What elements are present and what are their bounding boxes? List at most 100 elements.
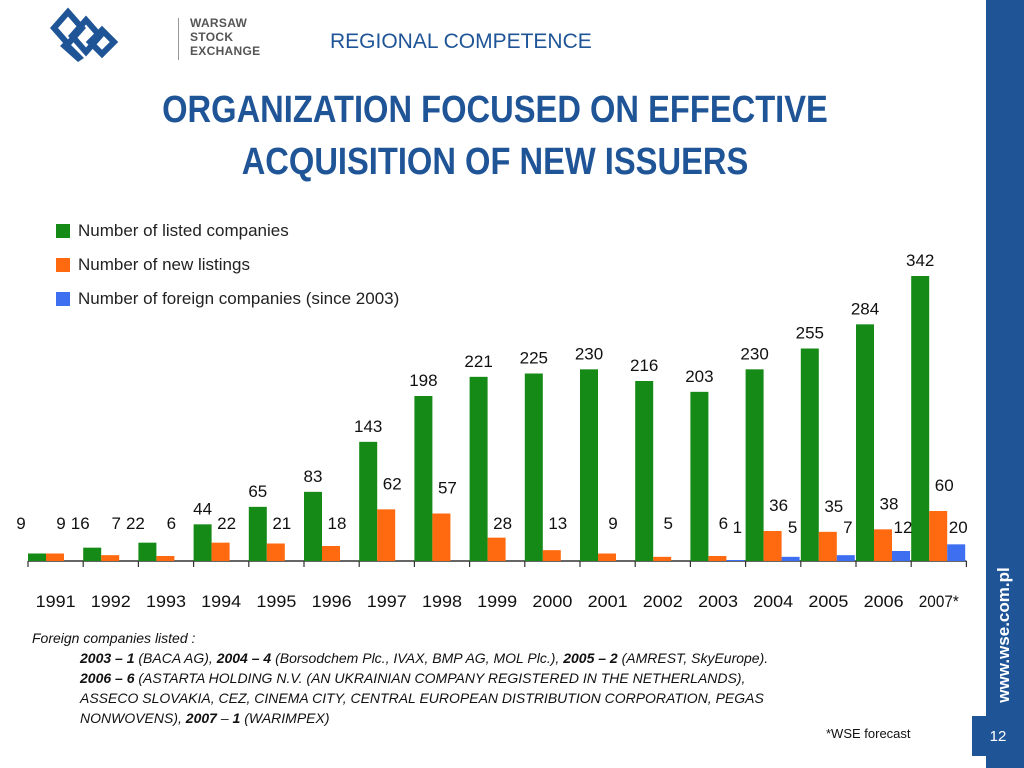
data-label-new: 9 — [56, 514, 65, 533]
legend-item: Number of new listings — [56, 248, 399, 282]
bar-new — [46, 553, 64, 561]
bar-listed — [690, 391, 709, 561]
bar-new — [487, 537, 506, 561]
x-tick-label: 1997 — [367, 592, 407, 611]
legend-label: Number of foreign companies (since 2003) — [78, 289, 400, 308]
bar-foreign — [781, 556, 800, 561]
legend-item: Number of listed companies — [56, 214, 399, 248]
x-tick-label: 2001 — [588, 592, 628, 611]
data-label-listed: 221 — [464, 352, 492, 371]
x-tick-label: 1996 — [312, 592, 352, 611]
x-tick-label: 2003 — [698, 592, 738, 611]
legend-item: Number of foreign companies (since 2003) — [56, 282, 399, 316]
footnote-segment: 2003 – 1 — [80, 650, 135, 666]
data-label-new: 38 — [880, 494, 899, 513]
data-label-foreign: 12 — [894, 518, 913, 537]
footnote-line: NONWOVENS), 2007 – 1 (WARIMPEX) — [80, 708, 950, 728]
chart-legend: Number of listed companies Number of new… — [56, 214, 399, 316]
footnote-intro: Foreign companies listed : — [32, 630, 196, 646]
bar-new — [763, 531, 782, 561]
legend-label: Number of new listings — [78, 255, 250, 274]
bar-foreign — [726, 560, 745, 561]
bar-listed — [359, 441, 378, 561]
footnote-segment: NONWOVENS), — [80, 710, 186, 726]
bar-chart: 1991 1992 1993 1994 1995 1996 1997 1998 1999 2000… — [16, 251, 968, 611]
bar-listed — [248, 506, 267, 561]
wse-logo-icon — [50, 7, 119, 62]
bar-new — [156, 556, 175, 561]
bar-new — [377, 509, 396, 561]
forecast-note: *WSE forecast — [826, 726, 911, 741]
x-tick-label: 1999 — [477, 592, 517, 611]
x-tick-label: 2007* — [919, 592, 959, 611]
legend-label: Number of listed companies — [78, 221, 289, 240]
x-tick-label: 2004 — [753, 592, 793, 611]
data-label-listed: 16 — [71, 514, 90, 533]
data-label-listed: 9 — [16, 514, 25, 533]
footnote-segment: (BACA AG), — [134, 650, 217, 666]
data-label-new: 13 — [548, 514, 567, 533]
footnote-segment: (ASTARTA HOLDING N.V. (AN UKRAINIAN COMP… — [134, 670, 746, 686]
data-label-new: 22 — [217, 514, 236, 533]
logo-divider — [178, 18, 179, 60]
data-label-listed: 198 — [409, 371, 437, 390]
bar-new — [708, 556, 727, 561]
x-tick-label: 1995 — [256, 592, 296, 611]
bar-new — [818, 531, 837, 561]
bar-new — [432, 513, 451, 561]
data-label-foreign: 7 — [843, 518, 852, 537]
x-tick-label: 1998 — [422, 592, 462, 611]
legend-swatch — [56, 258, 70, 272]
bar-new — [211, 542, 230, 561]
x-tick-label: 1994 — [201, 592, 241, 611]
footnote-segment: (AMREST, SkyEurope). — [617, 650, 769, 666]
page-title-line: ACQUISITION OF NEW ISSUERS — [241, 141, 749, 183]
legend-swatch — [56, 292, 70, 306]
footnote-segment: (Borsodchem Plc., IVAX, BMP AG, MOL Plc.… — [271, 650, 564, 666]
data-label-new: 9 — [608, 514, 617, 533]
footnote-body: 2003 – 1 (BACA AG), 2004 – 4 (Borsodchem… — [80, 648, 950, 728]
data-label-listed: 230 — [575, 344, 603, 363]
bar-listed — [524, 373, 543, 561]
bar-new — [542, 550, 561, 561]
data-label-new: 35 — [824, 497, 843, 516]
bar-listed — [580, 369, 598, 561]
bar-new — [653, 556, 672, 561]
logo-text: WARSAW STOCK EXCHANGE — [190, 16, 260, 58]
data-label-new: 6 — [167, 514, 176, 533]
x-tick-label: 1993 — [146, 592, 186, 611]
data-label-new: 5 — [663, 514, 672, 533]
data-label-listed: 44 — [193, 499, 212, 518]
data-label-new: 60 — [935, 476, 954, 495]
bar-listed — [304, 491, 322, 561]
x-tick-label: 2005 — [808, 592, 848, 611]
bar-new — [929, 511, 948, 561]
section-title: REGIONAL COMPETENCE — [330, 30, 592, 53]
data-label-new: 62 — [383, 474, 402, 493]
footnote-segment: ASSECO SLOVAKIA, CEZ, CINEMA CITY, CENTR… — [80, 690, 764, 706]
logo-line: STOCK — [190, 30, 234, 44]
data-label-foreign: 20 — [949, 518, 968, 537]
bar-listed — [193, 524, 212, 561]
footnote-segment: 2005 – 2 — [563, 650, 618, 666]
data-label-listed: 203 — [685, 367, 713, 386]
bar-listed — [28, 553, 46, 561]
bar-listed — [635, 381, 654, 561]
bar-new — [322, 546, 340, 561]
bar-foreign — [947, 544, 966, 561]
footnote-segment: (WARIMPEX) — [240, 710, 330, 726]
data-label-listed: 225 — [520, 349, 548, 368]
bar-new — [874, 529, 892, 561]
x-tick-label: 2000 — [532, 592, 572, 611]
footnote-segment: 2007 — [185, 710, 217, 726]
data-label-foreign: 1 — [733, 518, 742, 537]
data-label-new: 7 — [111, 514, 120, 533]
legend-swatch — [56, 224, 70, 238]
bar-listed — [800, 348, 819, 561]
footnote-line: ASSECO SLOVAKIA, CEZ, CINEMA CITY, CENTR… — [80, 688, 950, 708]
data-label-listed: 255 — [796, 324, 824, 343]
data-label-listed: 83 — [304, 467, 323, 486]
x-tick-label: 1992 — [91, 592, 131, 611]
data-label-listed: 342 — [906, 251, 934, 270]
data-label-listed: 230 — [740, 344, 768, 363]
